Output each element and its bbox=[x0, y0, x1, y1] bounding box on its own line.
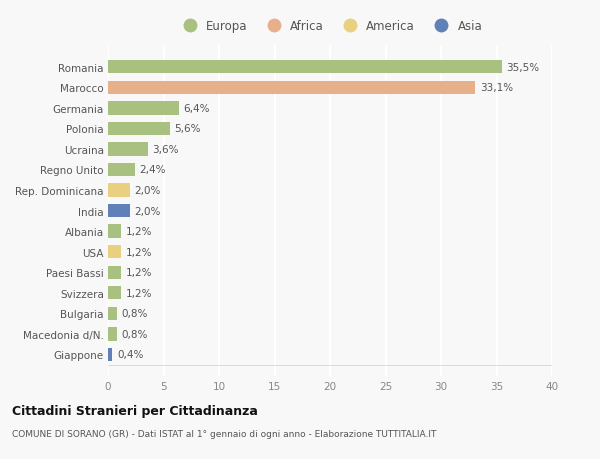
Text: 2,0%: 2,0% bbox=[134, 206, 161, 216]
Text: 33,1%: 33,1% bbox=[480, 83, 513, 93]
Text: 0,4%: 0,4% bbox=[117, 350, 143, 360]
Text: 1,2%: 1,2% bbox=[126, 288, 152, 298]
Text: Cittadini Stranieri per Cittadinanza: Cittadini Stranieri per Cittadinanza bbox=[12, 404, 258, 417]
Text: 3,6%: 3,6% bbox=[152, 145, 179, 155]
Text: 1,2%: 1,2% bbox=[126, 227, 152, 237]
Bar bbox=[108, 163, 134, 177]
Bar bbox=[108, 204, 130, 218]
Bar bbox=[108, 184, 130, 197]
Bar bbox=[108, 81, 475, 95]
Bar bbox=[108, 286, 121, 300]
Bar bbox=[108, 225, 121, 238]
Text: 2,4%: 2,4% bbox=[139, 165, 166, 175]
Bar bbox=[108, 61, 502, 74]
Text: 1,2%: 1,2% bbox=[126, 247, 152, 257]
Text: 6,4%: 6,4% bbox=[184, 104, 210, 113]
Bar bbox=[108, 123, 170, 136]
Text: 0,8%: 0,8% bbox=[121, 329, 148, 339]
Bar bbox=[108, 143, 148, 156]
Text: 1,2%: 1,2% bbox=[126, 268, 152, 278]
Text: 5,6%: 5,6% bbox=[175, 124, 201, 134]
Text: COMUNE DI SORANO (GR) - Dati ISTAT al 1° gennaio di ogni anno - Elaborazione TUT: COMUNE DI SORANO (GR) - Dati ISTAT al 1°… bbox=[12, 429, 436, 438]
Bar bbox=[108, 307, 117, 320]
Text: 0,8%: 0,8% bbox=[121, 309, 148, 319]
Bar bbox=[108, 328, 117, 341]
Text: 2,0%: 2,0% bbox=[134, 185, 161, 196]
Bar bbox=[108, 266, 121, 280]
Bar bbox=[108, 246, 121, 259]
Bar bbox=[108, 102, 179, 115]
Bar bbox=[108, 348, 112, 361]
Legend: Europa, Africa, America, Asia: Europa, Africa, America, Asia bbox=[178, 21, 482, 34]
Text: 35,5%: 35,5% bbox=[506, 62, 539, 73]
